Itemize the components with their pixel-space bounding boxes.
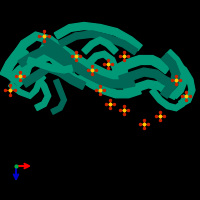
- Polygon shape: [59, 31, 138, 55]
- Polygon shape: [34, 74, 51, 111]
- Polygon shape: [38, 45, 94, 84]
- Polygon shape: [18, 47, 78, 73]
- Polygon shape: [0, 46, 32, 87]
- Polygon shape: [166, 50, 187, 98]
- Polygon shape: [123, 80, 178, 99]
- Polygon shape: [42, 37, 90, 77]
- Polygon shape: [27, 57, 73, 73]
- Polygon shape: [86, 51, 119, 81]
- Polygon shape: [8, 74, 46, 98]
- Polygon shape: [150, 88, 189, 111]
- Polygon shape: [7, 52, 90, 83]
- Polygon shape: [114, 56, 171, 74]
- Polygon shape: [82, 37, 118, 54]
- Polygon shape: [51, 79, 66, 114]
- Polygon shape: [161, 53, 180, 98]
- Polygon shape: [70, 52, 129, 80]
- Polygon shape: [54, 23, 142, 51]
- Polygon shape: [74, 63, 135, 88]
- Polygon shape: [119, 68, 174, 88]
- Polygon shape: [13, 32, 79, 63]
- Polygon shape: [22, 64, 86, 89]
- Polygon shape: [78, 73, 141, 98]
- Polygon shape: [174, 62, 195, 107]
